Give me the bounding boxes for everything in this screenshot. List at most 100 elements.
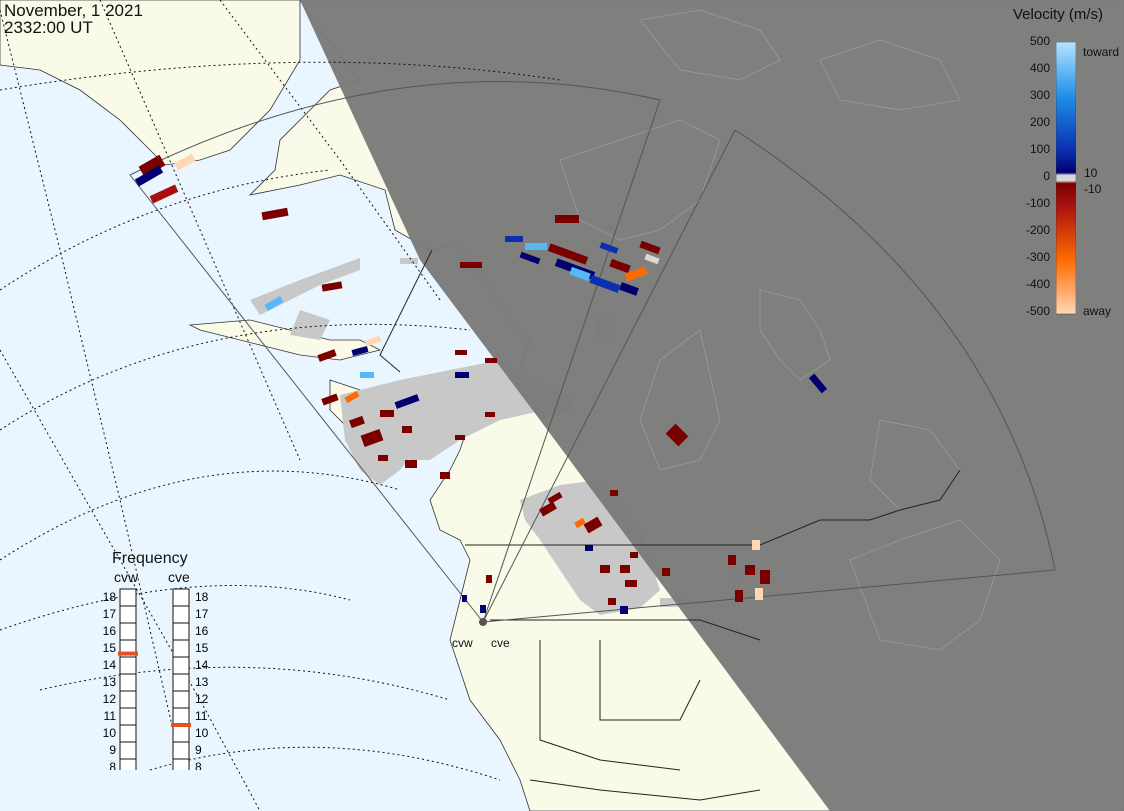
colorbar-tick-label: -100 bbox=[1025, 196, 1050, 210]
velocity-cell bbox=[630, 552, 638, 558]
frequency-tick-label: 14 bbox=[103, 658, 117, 672]
velocity-cell bbox=[745, 565, 755, 575]
velocity-cell bbox=[589, 275, 621, 293]
frequency-tick-label: 8 bbox=[195, 760, 202, 770]
velocity-cell bbox=[735, 590, 743, 602]
velocity-cell bbox=[455, 372, 469, 378]
frequency-tick-label: 12 bbox=[103, 692, 117, 706]
velocity-cell bbox=[583, 516, 603, 534]
velocity-cell bbox=[755, 588, 763, 600]
velocity-cell bbox=[402, 426, 412, 433]
velocity-cell bbox=[455, 435, 465, 440]
frequency-scales: 18 17 16 15 14 13 12 11 10 9 8 18 17 16 15 14 13 12 11 10 9 8 bbox=[103, 588, 209, 770]
frequency-indicator bbox=[118, 651, 138, 656]
radar-west-label: cvw bbox=[452, 636, 473, 650]
colorbar-tick-label: -200 bbox=[1025, 223, 1050, 237]
velocity-cell bbox=[600, 565, 610, 573]
velocity-cell bbox=[460, 262, 482, 268]
velocity-cell bbox=[620, 606, 628, 614]
colorbar-tick-label: -400 bbox=[1025, 277, 1050, 291]
velocity-cell bbox=[519, 251, 541, 265]
velocity-cell bbox=[349, 415, 365, 429]
velocity-cell bbox=[644, 253, 660, 265]
fov-outline bbox=[129, 81, 1056, 623]
frequency-tick-label: 17 bbox=[103, 607, 117, 621]
velocity-cell bbox=[665, 423, 689, 447]
velocity-cell bbox=[610, 490, 618, 496]
velocity-cell bbox=[394, 394, 420, 409]
radar-east-label: cve bbox=[491, 636, 510, 650]
velocity-cell bbox=[624, 266, 648, 282]
velocity-cell bbox=[620, 565, 630, 573]
frequency-tick-label: 9 bbox=[195, 743, 202, 757]
frequency-tick-label: 15 bbox=[103, 641, 117, 655]
velocity-cell bbox=[321, 393, 339, 406]
map-title: November, 1 2021 2332:00 UT bbox=[4, 2, 143, 36]
frequency-tick-label: 9 bbox=[109, 743, 116, 757]
velocity-cell bbox=[149, 184, 179, 204]
frequency-column bbox=[119, 588, 137, 770]
date-label: November, 1 2021 bbox=[4, 1, 143, 20]
velocity-cell bbox=[585, 545, 593, 551]
velocity-cell bbox=[599, 242, 619, 254]
velocity-cell bbox=[405, 460, 417, 468]
velocity-cell bbox=[619, 282, 639, 296]
frequency-title: Frequency bbox=[112, 550, 188, 567]
frequency-tick-label: 13 bbox=[103, 675, 117, 689]
frequency-tick-label: 17 bbox=[195, 607, 209, 621]
velocity-cell bbox=[351, 346, 369, 356]
freq-radar-east-label: cve bbox=[168, 569, 190, 585]
velocity-cell bbox=[760, 570, 770, 584]
velocity-cell bbox=[378, 455, 388, 461]
velocity-cell bbox=[261, 207, 289, 221]
frequency-tick-label: 10 bbox=[103, 726, 117, 740]
away-label: away bbox=[1083, 304, 1112, 318]
colorbar-tick-label: 500 bbox=[1029, 34, 1050, 48]
velocity-cell bbox=[547, 243, 589, 265]
colorbar-tick-label: 400 bbox=[1029, 61, 1050, 75]
velocity-cells bbox=[134, 153, 828, 614]
colorbar-tick-label: -300 bbox=[1025, 250, 1050, 264]
colorbar-title: Velocity (m/s) bbox=[1013, 6, 1104, 23]
minus-ten-label: -10 bbox=[1084, 182, 1102, 196]
frequency-tick-label: 16 bbox=[103, 624, 117, 638]
frequency-tick-label: 18 bbox=[103, 590, 117, 604]
colorbar-tick-label: 0 bbox=[1043, 169, 1050, 183]
velocity-cell bbox=[639, 240, 661, 255]
frequency-tick-label: 10 bbox=[195, 726, 209, 740]
velocity-cell bbox=[360, 372, 374, 378]
frequency-tick-label: 11 bbox=[104, 709, 117, 723]
velocity-cell bbox=[317, 349, 337, 362]
velocity-cell bbox=[525, 243, 547, 250]
velocity-cell bbox=[608, 598, 616, 605]
velocity-cell bbox=[440, 472, 450, 479]
colorbar-tick-label: 100 bbox=[1029, 142, 1050, 156]
graticule bbox=[0, 0, 561, 811]
frequency-indicator bbox=[171, 723, 191, 727]
plus-ten-label: 10 bbox=[1084, 166, 1098, 180]
velocity-cell bbox=[360, 428, 384, 448]
toward-label: toward bbox=[1083, 45, 1120, 59]
velocity-cell bbox=[321, 281, 343, 292]
frequency-tick-label: 18 bbox=[195, 590, 209, 604]
velocity-cell bbox=[547, 491, 563, 505]
colorbar-tick-label: 300 bbox=[1029, 88, 1050, 102]
velocity-cell bbox=[662, 568, 670, 576]
velocity-cell bbox=[555, 215, 579, 223]
frequency-tick-label: 15 bbox=[195, 641, 209, 655]
velocity-cell bbox=[609, 258, 631, 274]
velocity-cell bbox=[174, 153, 196, 171]
velocity-cell bbox=[625, 580, 637, 587]
velocity-cell bbox=[486, 575, 492, 583]
colorbar bbox=[1056, 42, 1076, 315]
velocity-cell bbox=[264, 295, 284, 312]
frequency-column bbox=[172, 588, 190, 770]
velocity-cell bbox=[539, 501, 557, 517]
frequency-tick-label: 13 bbox=[195, 675, 209, 689]
freq-radar-west-label: cvw bbox=[114, 569, 139, 585]
frequency-tick-label: 16 bbox=[195, 624, 209, 638]
velocity-cell bbox=[344, 390, 360, 404]
velocity-cell bbox=[485, 358, 497, 363]
velocity-cell bbox=[364, 335, 382, 347]
